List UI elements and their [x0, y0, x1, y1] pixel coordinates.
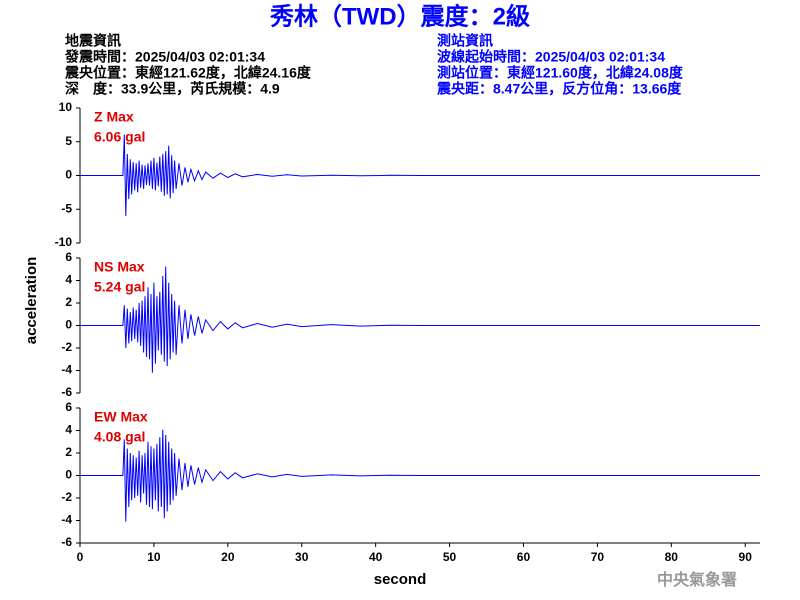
info-right: 測站位置：東經121.60度，北緯24.08度 — [437, 65, 684, 81]
y-tick-label: -6 — [61, 535, 72, 549]
info-right: 震央距：8.47公里，反方位角：13.66度 — [436, 81, 682, 97]
max-label: 4.08 gal — [94, 429, 145, 445]
x-tick-label: 60 — [517, 550, 531, 564]
x-tick-label: 80 — [665, 550, 679, 564]
max-label: NS Max — [94, 259, 145, 275]
max-label: Z Max — [94, 109, 134, 125]
x-tick-label: 20 — [221, 550, 235, 564]
info-left: 深 度：33.9公里，芮氏規模：4.9 — [65, 81, 280, 97]
x-tick-label: 40 — [369, 550, 383, 564]
y-tick-label: -5 — [61, 201, 72, 215]
max-label: EW Max — [94, 409, 148, 425]
y-tick-label: 4 — [65, 273, 72, 287]
info-right: 波線起始時間：2025/04/03 02:01:34 — [437, 49, 665, 65]
y-tick-label: 0 — [65, 318, 72, 332]
y-tick-label: -2 — [61, 490, 72, 504]
max-label: 6.06 gal — [94, 129, 145, 145]
x-tick-label: 0 — [77, 550, 84, 564]
waveform — [80, 266, 760, 373]
y-tick-label: -2 — [61, 340, 72, 354]
info-left: 發震時間：2025/04/03 02:01:34 — [64, 49, 265, 65]
y-tick-label: 0 — [65, 168, 72, 182]
x-tick-label: 10 — [147, 550, 161, 564]
waveform — [80, 429, 760, 522]
info-left: 地震資訊 — [65, 33, 121, 49]
waveform — [80, 134, 760, 217]
y-tick-label: 4 — [65, 423, 72, 437]
info-left: 震央位置：東經121.62度，北緯24.16度 — [64, 65, 312, 81]
x-tick-label: 90 — [739, 550, 753, 564]
y-tick-label: 6 — [65, 250, 72, 264]
y-tick-label: -4 — [61, 363, 72, 377]
y-tick-label: -4 — [61, 513, 72, 527]
footer: 中央氣象署 — [657, 570, 737, 589]
y-tick-label: 10 — [59, 100, 73, 114]
info-right: 測站資訊 — [437, 33, 493, 49]
title: 秀林（TWD）震度：2級 — [269, 2, 530, 30]
y-tick-label: 0 — [65, 468, 72, 482]
x-tick-label: 30 — [295, 550, 309, 564]
y-tick-label: 5 — [65, 134, 72, 148]
max-label: 5.24 gal — [94, 279, 145, 295]
y-tick-label: -10 — [55, 235, 73, 249]
x-tick-label: 50 — [443, 550, 457, 564]
y-tick-label: -6 — [61, 385, 72, 399]
x-axis-label: second — [374, 571, 427, 588]
y-axis-label: acceleration — [23, 257, 40, 345]
y-tick-label: 2 — [65, 445, 72, 459]
y-tick-label: 2 — [65, 295, 72, 309]
y-tick-label: 6 — [65, 400, 72, 414]
x-tick-label: 70 — [591, 550, 605, 564]
